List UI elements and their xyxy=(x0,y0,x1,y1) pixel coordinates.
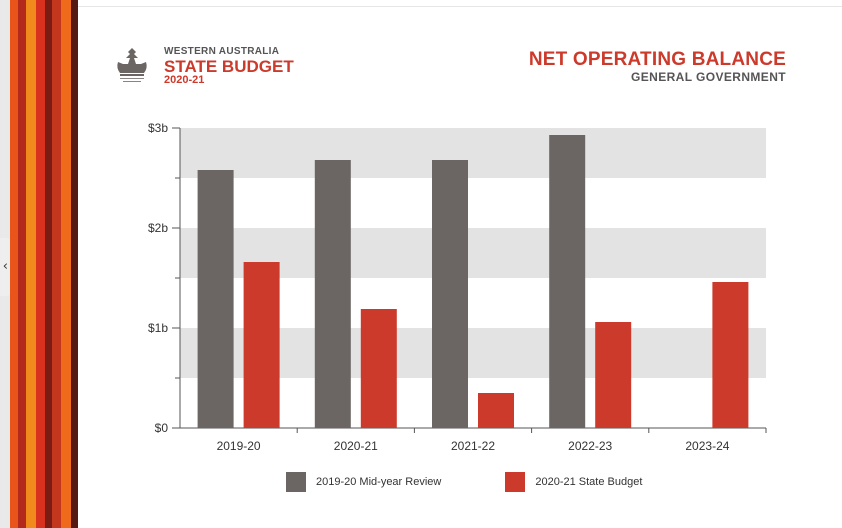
bar-mid-year-2019-20 xyxy=(197,170,234,428)
grid-band xyxy=(180,128,766,178)
bar-state-budget-2021-22 xyxy=(478,393,514,428)
bar-state-budget-2019-20 xyxy=(243,262,280,428)
decorative-stripes xyxy=(10,0,78,528)
x-tick-label: 2021-22 xyxy=(451,439,495,453)
x-tick-label: 2022-23 xyxy=(568,439,612,453)
chart-subtitle: GENERAL GOVERNMENT xyxy=(631,70,786,84)
y-tick-label: $0 xyxy=(155,421,169,435)
bar-state-budget-2020-21 xyxy=(360,309,397,428)
y-tick-label: $3b xyxy=(148,121,168,135)
top-divider xyxy=(78,6,842,7)
chart-heading: NET OPERATING BALANCE GENERAL GOVERNMENT xyxy=(529,50,786,83)
bar-mid-year-2022-23 xyxy=(549,135,586,428)
logo-line-state: WESTERN AUSTRALIA xyxy=(164,46,280,57)
x-tick-label: 2020-21 xyxy=(334,439,378,453)
x-tick-label: 2019-20 xyxy=(217,439,261,453)
wa-crest-icon xyxy=(117,48,147,82)
legend-item-mid-year: 2019-20 Mid-year Review xyxy=(286,472,441,492)
legend-label-mid-year: 2019-20 Mid-year Review xyxy=(316,476,442,488)
legend-item-state-budget: 2020-21 State Budget xyxy=(505,472,642,492)
chevron-left-icon: ‹ xyxy=(2,259,8,274)
y-tick-label: $1b xyxy=(148,321,168,335)
legend-swatch-state-budget xyxy=(505,472,526,492)
bar-mid-year-2021-22 xyxy=(432,160,468,428)
previous-slide-button[interactable]: ‹ xyxy=(0,238,12,296)
logo-line-year: 2020-21 xyxy=(164,74,205,86)
logo-line-budget: STATE BUDGET xyxy=(164,57,294,76)
bar-mid-year-2020-21 xyxy=(314,160,351,428)
chart-legend: 2019-20 Mid-year Review 2020-21 State Bu… xyxy=(286,472,642,492)
bar-state-budget-2022-23 xyxy=(595,322,632,428)
y-tick-label: $2b xyxy=(148,221,168,235)
budget-logo: WESTERN AUSTRALIA STATE BUDGET 2020-21 xyxy=(164,47,294,86)
x-tick-label: 2023-24 xyxy=(685,439,729,453)
bar-state-budget-2023-24 xyxy=(712,282,749,428)
chart-title: NET OPERATING BALANCE xyxy=(528,49,786,70)
legend-swatch-mid-year xyxy=(286,472,306,492)
legend-label-state-budget: 2020-21 State Budget xyxy=(535,476,643,488)
